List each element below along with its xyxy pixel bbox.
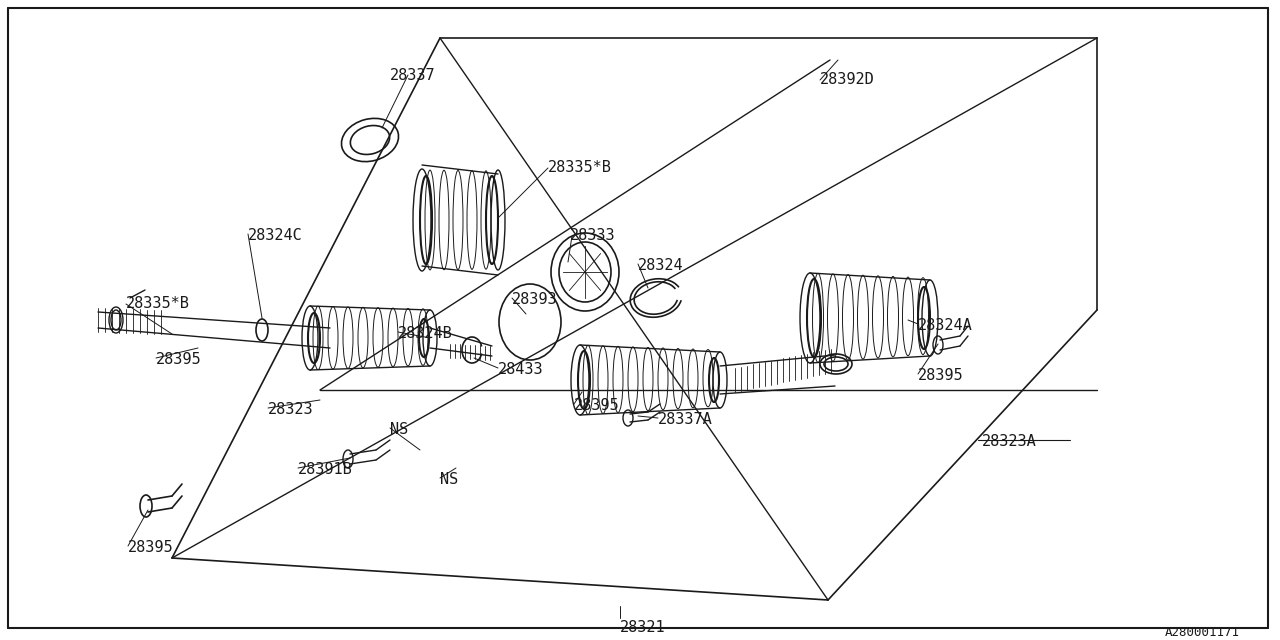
Text: 28337A: 28337A	[658, 412, 713, 427]
Text: 28395: 28395	[156, 352, 202, 367]
Text: 28324C: 28324C	[248, 228, 303, 243]
Text: 28324: 28324	[637, 258, 684, 273]
Text: 28391B: 28391B	[298, 462, 353, 477]
Text: 28395: 28395	[573, 398, 620, 413]
Text: 28392D: 28392D	[820, 72, 874, 87]
Text: 28321: 28321	[620, 620, 666, 635]
Text: 28433: 28433	[498, 362, 544, 377]
Text: A280001171: A280001171	[1165, 626, 1240, 639]
Text: NS: NS	[440, 472, 458, 487]
Text: 28333: 28333	[570, 228, 616, 243]
Text: 28395: 28395	[918, 368, 964, 383]
Text: 28324B: 28324B	[398, 326, 453, 341]
Text: 28393: 28393	[512, 292, 558, 307]
Text: 28324A: 28324A	[918, 318, 973, 333]
Text: 28335*B: 28335*B	[125, 296, 189, 311]
Text: 28395: 28395	[128, 540, 174, 555]
Text: 28335*B: 28335*B	[548, 160, 612, 175]
Text: 28323: 28323	[268, 402, 314, 417]
Text: NS: NS	[390, 422, 408, 437]
Text: 28337: 28337	[390, 68, 435, 83]
Text: 28323A: 28323A	[982, 434, 1037, 449]
